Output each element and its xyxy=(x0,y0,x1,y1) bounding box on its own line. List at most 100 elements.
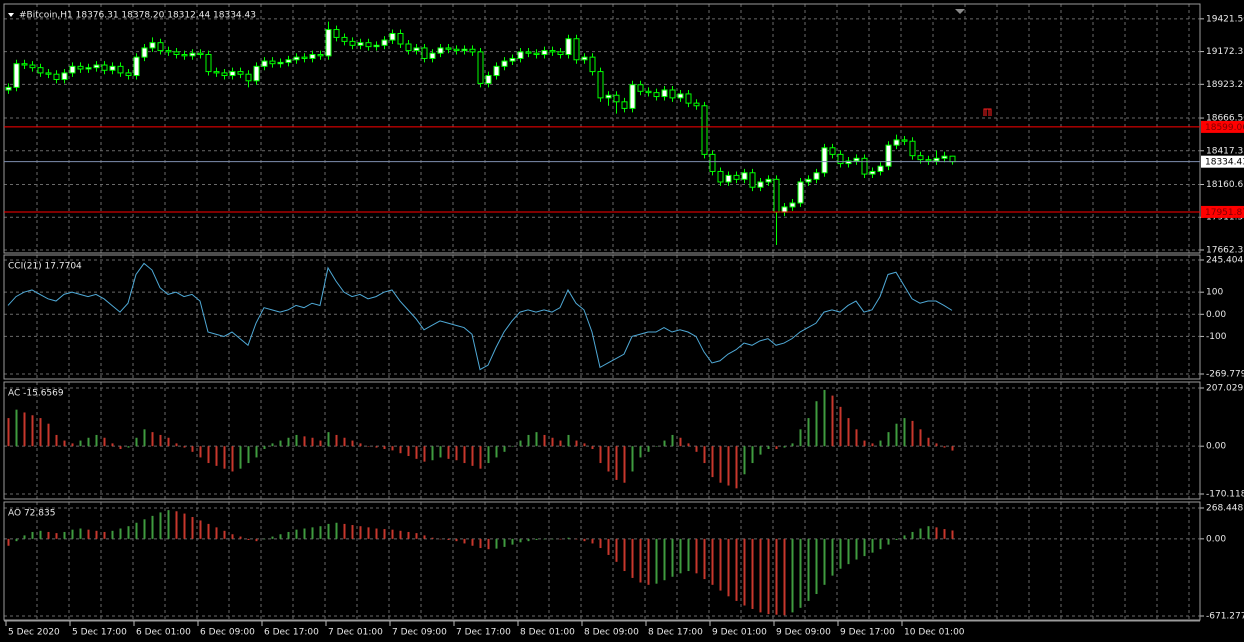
histogram-bar xyxy=(279,440,282,447)
candle-body xyxy=(533,52,540,56)
histogram-bar xyxy=(471,446,474,466)
histogram-bar xyxy=(791,538,794,613)
price-level-label: 18599.06 xyxy=(1205,123,1244,133)
candle-body xyxy=(501,60,508,67)
histogram-bar xyxy=(671,434,674,447)
histogram-bar xyxy=(263,538,266,540)
x-tick-label: 8 Dec 17:00 xyxy=(648,628,703,638)
y-tick-label: -100 xyxy=(1206,332,1227,342)
histogram-bar xyxy=(815,401,818,447)
candle-body xyxy=(341,36,348,42)
candle-body xyxy=(141,47,148,58)
histogram-bar xyxy=(647,446,650,452)
candle-body xyxy=(189,52,196,57)
candle-body xyxy=(133,56,140,77)
histogram-bar xyxy=(271,536,274,539)
histogram-bar xyxy=(15,409,18,447)
histogram-bar xyxy=(783,446,786,448)
candle-body xyxy=(653,92,660,98)
histogram-bar xyxy=(463,446,466,464)
histogram-bar xyxy=(567,434,570,447)
candle-body xyxy=(173,51,180,56)
candle-body xyxy=(773,178,780,213)
x-tick-label: 7 Dec 17:00 xyxy=(456,628,511,638)
histogram-bar xyxy=(543,538,546,540)
histogram-bar xyxy=(207,523,210,539)
candle-body xyxy=(453,48,460,52)
histogram-bar xyxy=(327,523,330,539)
histogram-bar xyxy=(687,443,690,447)
histogram-bar xyxy=(79,528,82,539)
candle-body xyxy=(893,139,900,146)
panel-title: AO 72.835 xyxy=(8,509,55,519)
y-tick-label: 18417.35 xyxy=(1206,146,1244,156)
candle-body xyxy=(53,73,60,80)
histogram-bar xyxy=(15,538,18,542)
histogram-bar xyxy=(799,429,802,447)
histogram-bar xyxy=(695,446,698,452)
x-tick-label: 9 Dec 09:00 xyxy=(776,628,831,638)
candle-body xyxy=(701,105,708,155)
price-level-label: 18334.43 xyxy=(1205,158,1244,168)
candle-body xyxy=(165,50,172,53)
candle-body xyxy=(413,47,420,52)
menu-arrow[interactable] xyxy=(8,13,14,17)
histogram-bar xyxy=(495,446,498,458)
candle-body xyxy=(61,72,68,80)
histogram-bar xyxy=(503,538,506,547)
histogram-bar xyxy=(791,443,794,447)
panel-title: #Bitcoin,H1 18376.31 18378.20 18312.44 1… xyxy=(19,11,256,21)
candle-body xyxy=(685,93,692,104)
histogram-bar xyxy=(199,520,202,539)
x-tick-label: 8 Dec 09:00 xyxy=(584,628,639,638)
candle-body xyxy=(357,42,364,46)
candle-body xyxy=(645,90,652,94)
histogram-bar xyxy=(151,515,154,539)
x-tick-label: 10 Dec 01:00 xyxy=(904,628,965,638)
histogram-bar xyxy=(431,446,434,461)
histogram-bar xyxy=(311,527,314,539)
histogram-bar xyxy=(95,530,98,539)
histogram-bar xyxy=(911,531,914,539)
x-tick-label: 6 Dec 17:00 xyxy=(264,628,319,638)
histogram-bar xyxy=(447,538,450,541)
panel-title: CCI(21) 17.7704 xyxy=(8,262,82,272)
histogram-bar xyxy=(775,538,778,615)
histogram-bar xyxy=(287,531,290,539)
histogram-bar xyxy=(943,529,946,539)
y-tick-label: 0.00 xyxy=(1206,534,1226,544)
histogram-bar xyxy=(143,519,146,539)
histogram-bar xyxy=(879,538,882,550)
candle-body xyxy=(461,48,468,52)
candle-body xyxy=(421,47,428,59)
histogram-bar xyxy=(183,513,186,539)
histogram-bar xyxy=(751,538,754,609)
histogram-bar xyxy=(799,538,802,608)
histogram-bar xyxy=(23,412,26,447)
histogram-bar xyxy=(839,538,842,569)
candle-body xyxy=(845,160,852,165)
candle-body xyxy=(589,56,596,73)
histogram-bar xyxy=(231,446,234,472)
histogram-bar xyxy=(895,423,898,447)
candle-body xyxy=(725,174,732,183)
histogram-bar xyxy=(215,527,218,539)
histogram-bar xyxy=(751,446,754,464)
histogram-bar xyxy=(223,530,226,539)
histogram-bar xyxy=(119,528,122,539)
x-tick-label: 9 Dec 17:00 xyxy=(840,628,895,638)
candle-body xyxy=(293,56,300,61)
histogram-bar xyxy=(87,529,90,539)
candle-body xyxy=(509,57,516,62)
histogram-bar xyxy=(927,437,930,447)
histogram-bar xyxy=(175,511,178,539)
histogram-bar xyxy=(279,534,282,539)
candle-body xyxy=(949,155,956,163)
histogram-bar xyxy=(863,440,866,447)
candle-body xyxy=(13,63,20,88)
histogram-bar xyxy=(383,446,386,449)
x-tick-label: 8 Dec 01:00 xyxy=(520,628,575,638)
histogram-bar xyxy=(407,531,410,539)
candle-body xyxy=(5,86,12,91)
